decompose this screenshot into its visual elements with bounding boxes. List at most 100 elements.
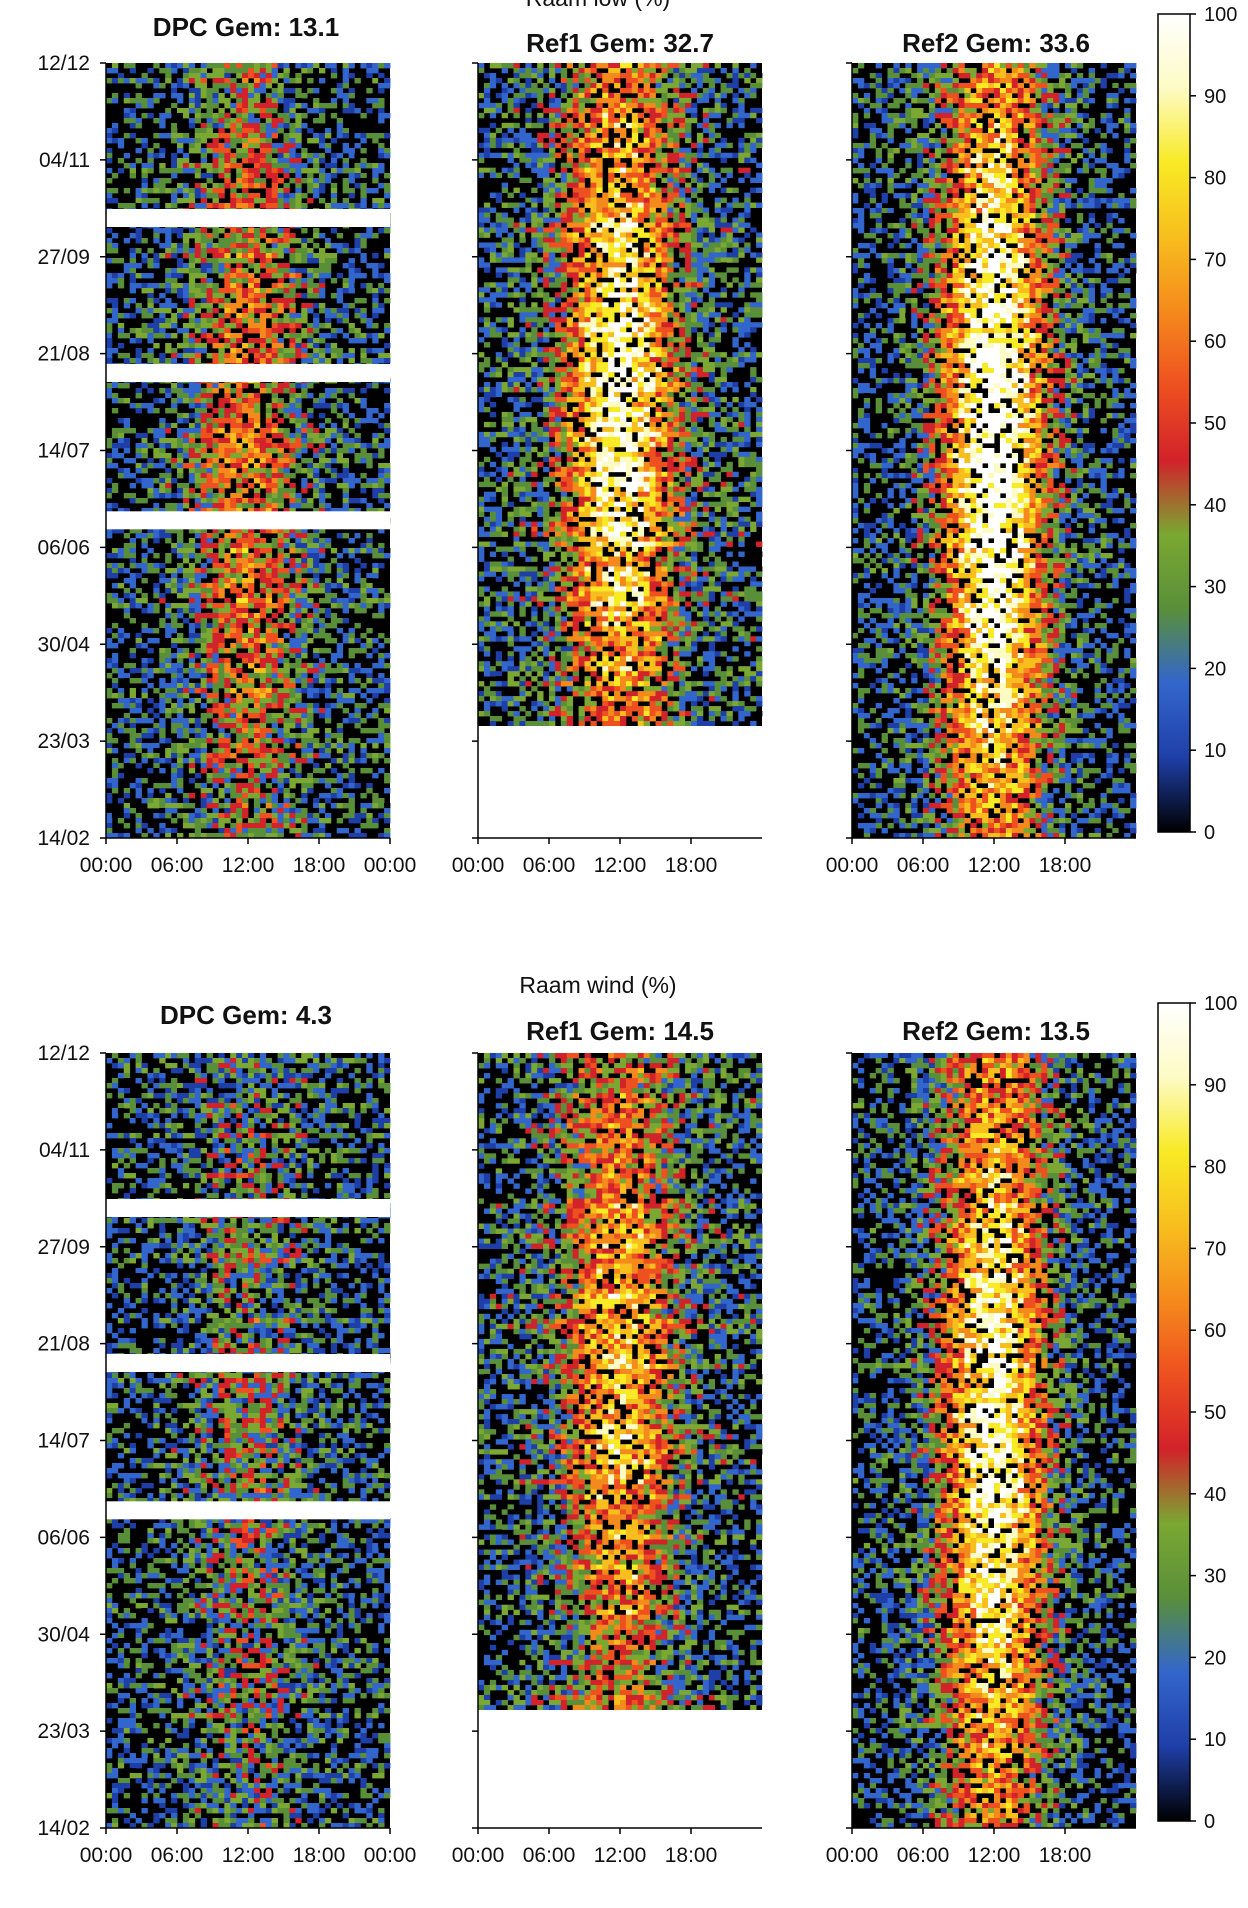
heatmap-cell xyxy=(248,403,255,409)
heatmap-cell xyxy=(348,188,355,194)
heatmap-cell xyxy=(307,128,314,134)
heatmap-cell xyxy=(242,798,249,804)
heatmap-cell xyxy=(206,708,213,714)
heatmap-cell xyxy=(188,528,196,534)
heatmap-cell xyxy=(283,263,290,269)
heatmap-cell xyxy=(218,263,225,269)
heatmap-cell xyxy=(277,598,284,604)
heatmap-cell xyxy=(253,828,261,834)
heatmap-cell xyxy=(324,568,332,574)
heatmap-cell xyxy=(165,688,172,694)
heatmap-cell xyxy=(224,298,231,304)
heatmap-cell xyxy=(295,678,302,684)
heatmap-cell xyxy=(171,638,178,644)
heatmap-cell xyxy=(159,628,166,634)
heatmap-cell xyxy=(277,123,284,129)
heatmap-cell xyxy=(319,588,326,594)
heatmap-cell xyxy=(253,743,261,749)
heatmap-cell xyxy=(342,813,349,819)
heatmap-cell xyxy=(295,178,302,184)
heatmap-cell xyxy=(307,463,314,469)
heatmap-cell xyxy=(283,248,290,254)
heatmap-cell xyxy=(549,77,556,84)
heatmap-cell xyxy=(253,93,261,99)
heatmap-cell xyxy=(159,433,166,439)
heatmap-cell xyxy=(224,798,231,804)
heatmap-cell xyxy=(194,813,202,819)
heatmap-cell xyxy=(212,578,219,584)
heatmap-cell xyxy=(206,313,213,319)
heatmap-cell xyxy=(171,428,178,434)
heatmap-cell xyxy=(307,353,314,359)
heatmap-cell xyxy=(283,298,290,304)
heatmap-cell xyxy=(301,758,308,764)
heatmap-cell xyxy=(336,413,344,419)
heatmap-cell xyxy=(165,613,172,619)
heatmap-cell xyxy=(259,158,267,164)
heatmap-cell xyxy=(277,298,284,304)
heatmap-cell xyxy=(129,118,136,124)
heatmap-cell xyxy=(378,688,385,694)
heatmap-cell xyxy=(129,783,136,789)
heatmap-cell xyxy=(271,168,278,174)
heatmap-cell xyxy=(111,623,119,629)
heatmap-cell xyxy=(129,233,136,239)
heatmap-cell xyxy=(206,443,213,449)
heatmap-cell xyxy=(230,718,237,724)
heatmap-cell xyxy=(147,728,154,734)
heatmap-cell xyxy=(123,458,131,464)
heatmap-cell xyxy=(177,658,184,664)
heatmap-cell xyxy=(182,493,190,499)
heatmap-cell xyxy=(283,353,290,359)
heatmap-cell xyxy=(330,623,338,629)
heatmap-cell xyxy=(307,578,314,584)
heatmap-cell xyxy=(141,693,148,699)
heatmap-cell xyxy=(236,478,243,484)
heatmap-cell xyxy=(271,743,278,749)
heatmap-cell xyxy=(301,148,308,154)
heatmap-cell xyxy=(230,318,237,324)
heatmap-cell xyxy=(360,473,367,479)
heatmap-cell xyxy=(301,673,308,679)
heatmap-cell xyxy=(182,133,190,139)
heatmap-cell xyxy=(271,428,278,434)
heatmap-cell xyxy=(230,198,237,204)
heatmap-cell xyxy=(248,533,255,539)
heatmap-cell xyxy=(141,328,148,334)
heatmap-cell xyxy=(218,193,225,199)
heatmap-cell xyxy=(123,633,131,639)
heatmap-cell xyxy=(106,663,113,669)
heatmap-cell xyxy=(106,628,113,634)
heatmap-cell xyxy=(366,668,373,674)
heatmap-cell xyxy=(236,448,243,454)
heatmap-cell xyxy=(366,753,373,759)
heatmap-cell xyxy=(230,568,237,574)
heatmap-cell xyxy=(360,238,367,244)
heatmap-cell xyxy=(348,173,355,179)
heatmap-cell xyxy=(366,643,373,649)
heatmap-cell xyxy=(242,148,249,154)
heatmap-cell xyxy=(277,273,284,279)
heatmap-cell xyxy=(236,738,243,744)
heatmap-cell xyxy=(384,353,391,359)
heatmap-cell xyxy=(177,728,184,734)
heatmap-cell xyxy=(330,153,338,159)
heatmap-cell xyxy=(171,478,178,484)
heatmap-cell xyxy=(313,828,320,834)
heatmap-cell xyxy=(342,503,349,509)
heatmap-cell xyxy=(253,178,261,184)
heatmap-cell xyxy=(313,483,320,489)
heatmap-cell xyxy=(212,183,219,189)
heatmap-cell xyxy=(283,648,290,654)
heatmap-cell xyxy=(265,563,273,569)
heatmap-cell xyxy=(182,73,190,79)
heatmap-cell xyxy=(307,268,314,274)
heatmap-cell xyxy=(135,98,142,104)
heatmap-cell xyxy=(248,658,255,664)
heatmap-cell xyxy=(295,568,302,574)
heatmap-cell xyxy=(319,168,326,174)
heatmap-cell xyxy=(283,383,290,389)
heatmap-cell xyxy=(324,393,332,399)
heatmap-cell xyxy=(348,748,355,754)
heatmap-cell xyxy=(212,703,219,709)
